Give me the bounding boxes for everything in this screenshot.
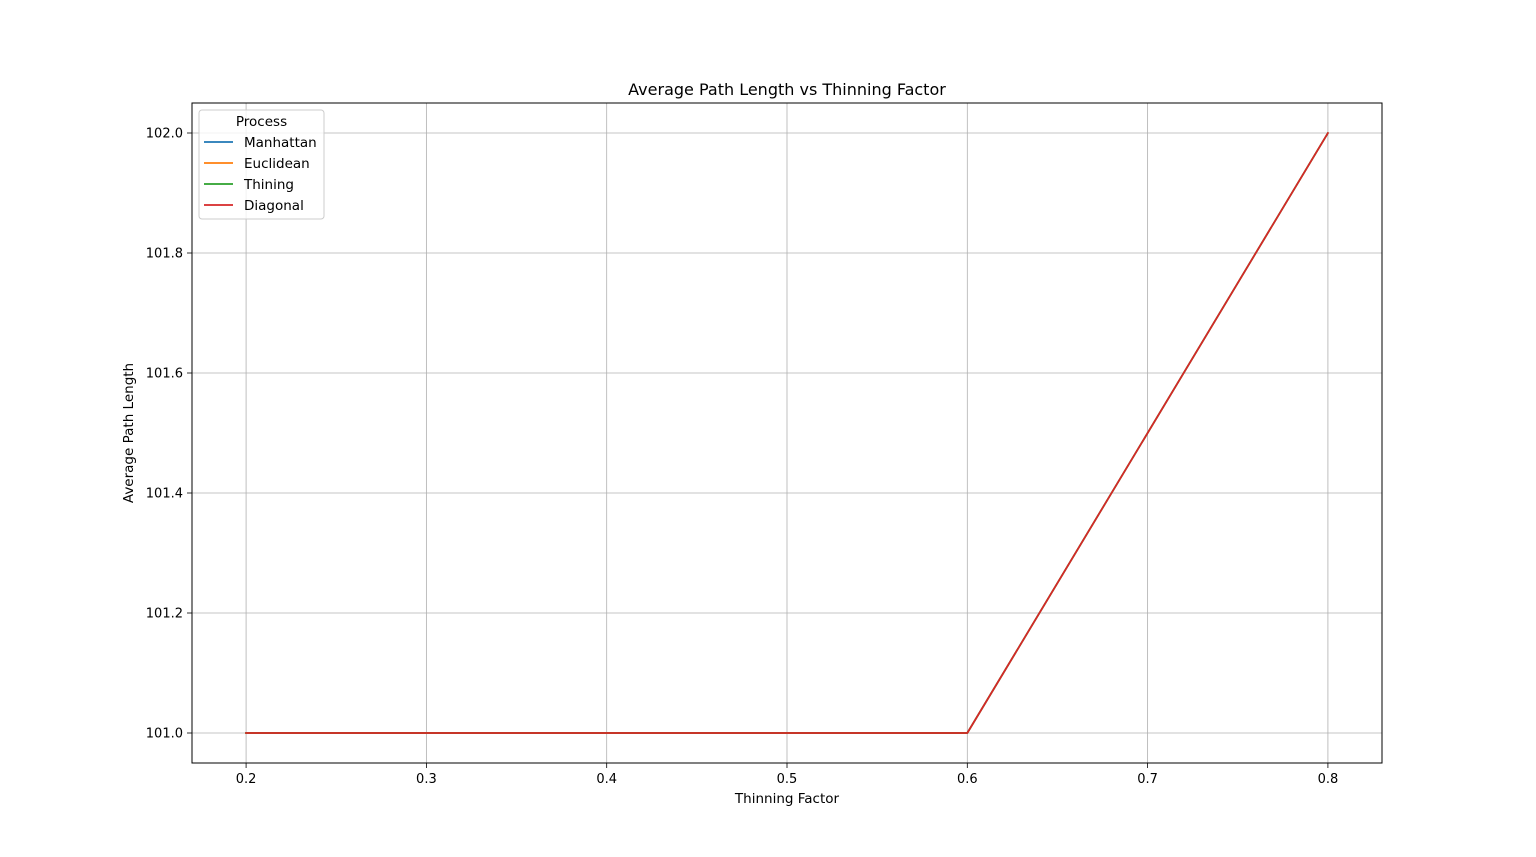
legend-label-thining: Thining (243, 177, 294, 193)
y-tick-label: 101.0 (146, 727, 183, 742)
legend-label-manhattan: Manhattan (244, 135, 317, 151)
legend-items: Manhattan Euclidean Thining Diagonal (204, 135, 317, 214)
chart-title: Average Path Length vs Thinning Factor (628, 80, 946, 99)
y-axis-ticks: 101.0 101.2 101.4 101.6 101.8 102.0 (146, 127, 192, 742)
legend-label-diagonal: Diagonal (244, 198, 304, 214)
x-tick-label: 0.3 (416, 772, 437, 787)
x-tick-label: 0.7 (1137, 772, 1158, 787)
legend-title: Process (236, 114, 287, 130)
x-tick-label: 0.4 (596, 772, 617, 787)
x-tick-label: 0.8 (1318, 772, 1339, 787)
series-line-diagonal (245, 131, 1330, 734)
y-tick-label: 101.6 (146, 367, 183, 382)
y-tick-label: 101.2 (146, 607, 183, 622)
x-axis-label: Thinning Factor (734, 791, 840, 807)
x-tick-label: 0.5 (777, 772, 798, 787)
x-axis-ticks: 0.2 0.3 0.4 0.5 0.6 0.7 0.8 (236, 763, 1339, 787)
y-tick-label: 101.8 (146, 247, 183, 262)
x-tick-label: 0.6 (957, 772, 978, 787)
y-axis-label: Average Path Length (121, 363, 137, 503)
x-tick-label: 0.2 (236, 772, 257, 787)
y-tick-label: 102.0 (146, 127, 183, 142)
legend-box (198, 109, 325, 220)
y-tick-label: 101.4 (146, 487, 183, 502)
series-lines (245, 131, 1330, 734)
legend-label-euclidean: Euclidean (244, 156, 310, 172)
legend: Process Manhattan Euclidean Thining Diagona… (198, 109, 325, 220)
